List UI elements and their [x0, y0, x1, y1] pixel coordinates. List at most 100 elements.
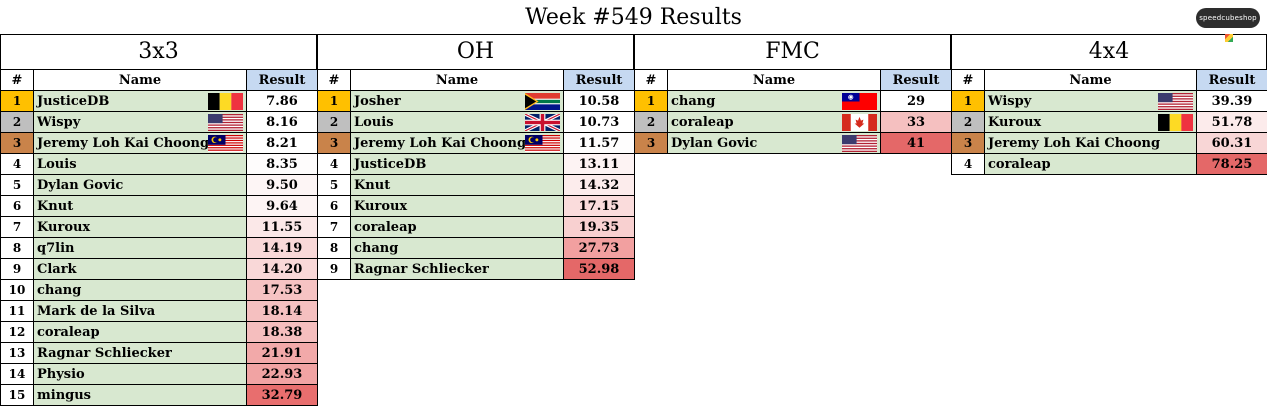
result-cell: 7.86 — [247, 91, 318, 112]
rank-cell: 12 — [1, 322, 34, 343]
competitor-name: coraleap — [354, 220, 417, 235]
result-cell: 17.53 — [247, 280, 318, 301]
competitor-cell: Clark — [34, 259, 247, 280]
rank-cell: 9 — [1, 259, 34, 280]
name-header: Name — [34, 70, 247, 91]
name-header: Name — [351, 70, 564, 91]
competitor-cell: Ragnar Schliecker — [351, 259, 564, 280]
competitor-cell: coraleap — [985, 154, 1197, 175]
competitor-cell: Ragnar Schliecker — [34, 343, 247, 364]
result-cell: 9.50 — [247, 175, 318, 196]
result-cell: 78.25 — [1197, 154, 1267, 175]
competitor-cell: Louis — [34, 154, 247, 175]
result-cell: 14.19 — [247, 238, 318, 259]
competitor-cell: Jeremy Loh Kai Choong — [351, 133, 564, 154]
competitor-cell: JusticeDB — [351, 154, 564, 175]
rank-cell: 2 — [318, 112, 351, 133]
competitor-cell: JusticeDB — [34, 91, 247, 112]
result-header: Result — [247, 70, 318, 91]
competitor-cell: Wispy — [985, 91, 1197, 112]
event-title: 3x3 — [0, 35, 317, 69]
competitor-name: Kuroux — [354, 199, 407, 214]
rank-cell: 3 — [1, 133, 34, 154]
result-header: Result — [881, 70, 952, 91]
competitor-name: Josher — [354, 94, 401, 109]
event-title: OH — [317, 35, 634, 69]
canada-flag-icon — [842, 114, 877, 131]
competitor-name: Louis — [354, 115, 394, 130]
uk-flag-icon — [525, 114, 560, 131]
rank-cell: 1 — [318, 91, 351, 112]
rank-header: # — [1, 70, 34, 91]
rank-cell: 15 — [1, 385, 34, 406]
rank-cell: 8 — [1, 238, 34, 259]
competitor-cell: Kuroux — [34, 217, 247, 238]
result-cell: 9.64 — [247, 196, 318, 217]
rank-header: # — [952, 70, 985, 91]
competitor-cell: chang — [668, 91, 881, 112]
competitor-cell: Josher — [351, 91, 564, 112]
result-header: Result — [1197, 70, 1267, 91]
result-cell: 22.93 — [247, 364, 318, 385]
competitor-name: mingus — [37, 388, 91, 403]
competitor-name: chang — [671, 94, 715, 109]
competitor-cell: Physio — [34, 364, 247, 385]
usa-flag-icon — [842, 135, 877, 152]
rank-cell: 4 — [952, 154, 985, 175]
competitor-name: Kuroux — [988, 115, 1041, 130]
competitor-cell: Mark de la Silva — [34, 301, 247, 322]
rank-cell: 7 — [318, 217, 351, 238]
result-cell: 14.32 — [564, 175, 635, 196]
competitor-name: q7lin — [37, 241, 74, 256]
result-cell: 11.57 — [564, 133, 635, 154]
competitor-name: coraleap — [988, 157, 1051, 172]
result-cell: 52.98 — [564, 259, 635, 280]
rank-cell: 13 — [1, 343, 34, 364]
competitor-name: Dylan Govic — [671, 136, 757, 151]
competitor-cell: q7lin — [34, 238, 247, 259]
rank-cell: 7 — [1, 217, 34, 238]
result-cell: 21.91 — [247, 343, 318, 364]
competitor-cell: Dylan Govic — [34, 175, 247, 196]
competitor-cell: Kuroux — [985, 112, 1197, 133]
result-cell: 18.14 — [247, 301, 318, 322]
competitor-cell: chang — [34, 280, 247, 301]
rank-cell: 14 — [1, 364, 34, 385]
result-cell: 8.35 — [247, 154, 318, 175]
rank-cell: 2 — [1, 112, 34, 133]
result-cell: 41 — [881, 133, 952, 154]
malaysia-flag-icon — [208, 135, 243, 152]
competitor-name: Clark — [37, 262, 77, 277]
competitor-name: Jeremy Loh Kai Choong — [354, 136, 526, 151]
result-cell: 19.35 — [564, 217, 635, 238]
competitor-cell: Jeremy Loh Kai Choong — [34, 133, 247, 154]
competitor-name: Physio — [37, 367, 85, 382]
competitor-name: chang — [37, 283, 81, 298]
name-header: Name — [985, 70, 1197, 91]
page-title-text: Week #549 Results — [525, 5, 742, 30]
rank-cell: 9 — [318, 259, 351, 280]
